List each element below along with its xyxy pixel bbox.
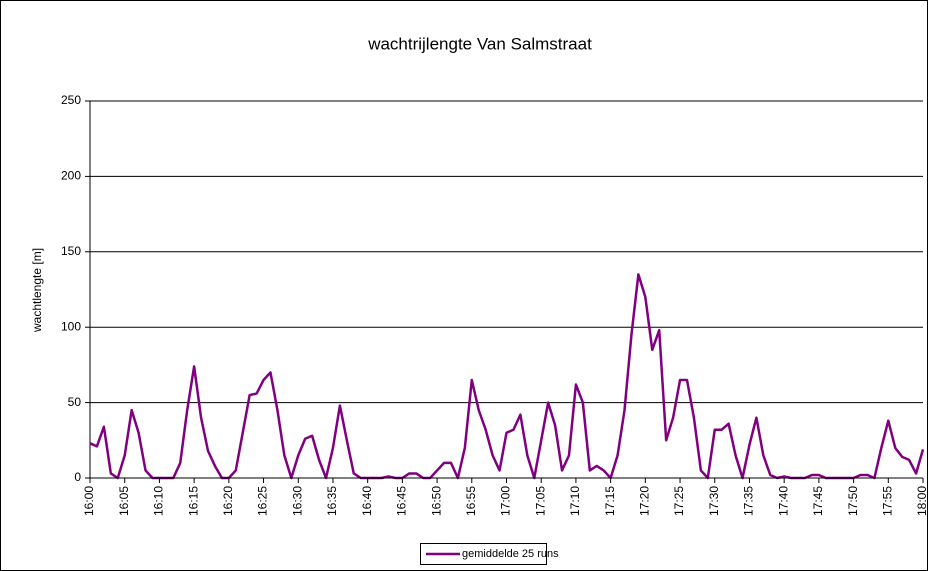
x-tick-label: 17:25 [672,486,686,516]
x-tick-label: 16:30 [290,486,304,516]
x-tick-label: 17:20 [638,486,652,516]
y-tick-label: 250 [61,93,81,107]
x-tick-label: 17:00 [499,486,513,516]
y-tick-label: 200 [61,169,81,183]
x-tick-label: 17:30 [707,486,721,516]
x-tick-label: 18:00 [915,486,928,516]
x-tick-label: 16:10 [152,486,166,516]
x-tick-label: 17:15 [603,486,617,516]
x-tick-label: 16:55 [464,486,478,516]
x-tick-label: 17:05 [533,486,547,516]
x-tick-label: 16:05 [117,486,131,516]
legend-box [420,543,547,565]
x-tick-label: 16:15 [186,486,200,516]
y-tick-label: 100 [61,319,81,333]
y-axis-label: wachtlengte [m] [30,248,44,333]
x-tick-label: 16:50 [429,486,443,516]
y-tick-label: 150 [61,244,81,258]
x-tick-label: 16:40 [360,486,374,516]
x-tick-label: 17:55 [880,486,894,516]
x-tick-label: 16:25 [256,486,270,516]
chart-title: wachtrijlengte Van Salmstraat [367,34,592,53]
y-tick-label: 50 [68,395,82,409]
y-tick-label: 0 [74,470,81,484]
x-tick-label: 17:40 [776,486,790,516]
x-tick-label: 17:35 [742,486,756,516]
x-tick-label: 16:35 [325,486,339,516]
x-tick-label: 16:20 [221,486,235,516]
x-tick-label: 16:00 [82,486,96,516]
x-tick-label: 17:50 [846,486,860,516]
x-tick-label: 17:10 [568,486,582,516]
x-tick-label: 16:45 [395,486,409,516]
legend-label: gemiddelde 25 runs [462,548,559,560]
x-tick-label: 17:45 [811,486,825,516]
